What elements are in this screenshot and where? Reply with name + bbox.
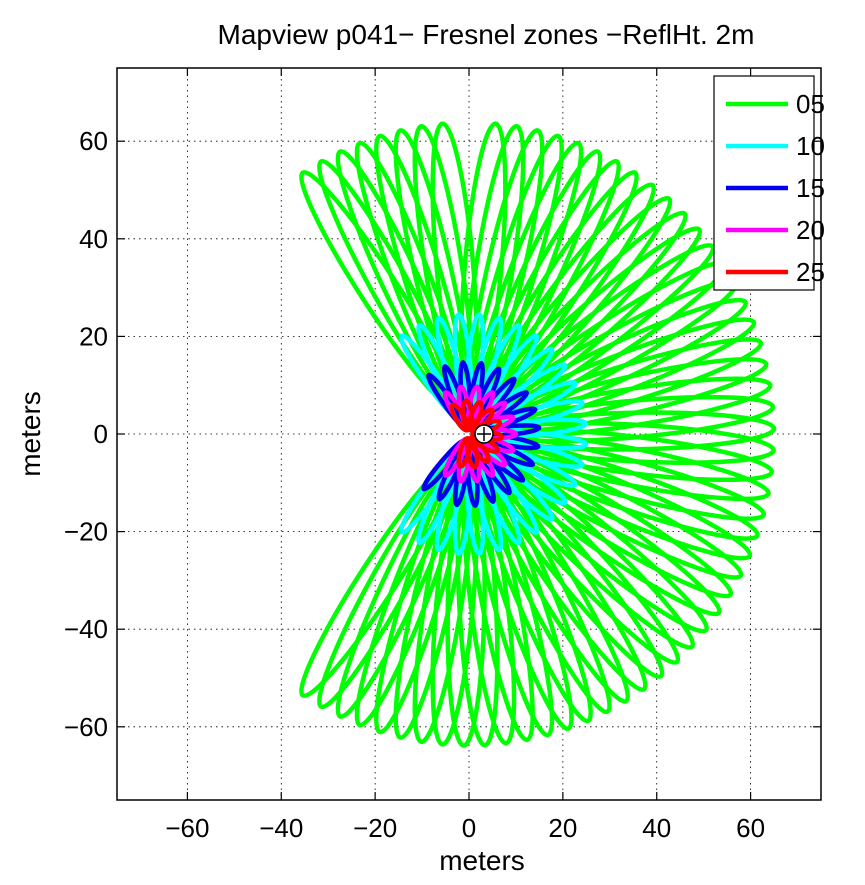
y-axis-label: meters [15, 391, 46, 477]
legend-box [713, 75, 815, 291]
series-layer [299, 121, 777, 748]
y-tick-label: −40 [64, 614, 108, 644]
legend-label-05: 05 [796, 89, 825, 119]
chart-title: Mapview p041− Fresnel zones −ReflHt. 2m [218, 19, 755, 50]
legend-label-10: 10 [796, 131, 825, 161]
y-tick-label: −60 [64, 712, 108, 742]
legend: 05 10 15 20 25 [713, 75, 825, 291]
x-tick-label: −60 [165, 813, 209, 843]
x-axis-label: meters [439, 845, 525, 876]
y-tick-label: 0 [94, 419, 108, 449]
x-tick-label: −20 [353, 813, 397, 843]
fresnel-ellipse-25 [456, 436, 473, 469]
series-25 [449, 398, 504, 470]
x-tick-label: 0 [462, 813, 476, 843]
legend-label-20: 20 [796, 215, 825, 245]
legend-label-25: 25 [796, 257, 825, 287]
y-tick-label: −20 [64, 517, 108, 547]
x-tick-label: 20 [548, 813, 577, 843]
x-tick-label: −40 [259, 813, 303, 843]
axis-ticks: −60 −40 −20 0 20 40 60 −60 −40 −20 0 20 40 60 [64, 68, 821, 843]
x-tick-label: 60 [736, 813, 765, 843]
x-tick-label: 40 [642, 813, 671, 843]
y-tick-label: 20 [79, 321, 108, 351]
y-tick-label: 60 [79, 126, 108, 156]
y-tick-label: 40 [79, 224, 108, 254]
legend-label-15: 15 [796, 173, 825, 203]
receiver-marker [474, 424, 494, 444]
